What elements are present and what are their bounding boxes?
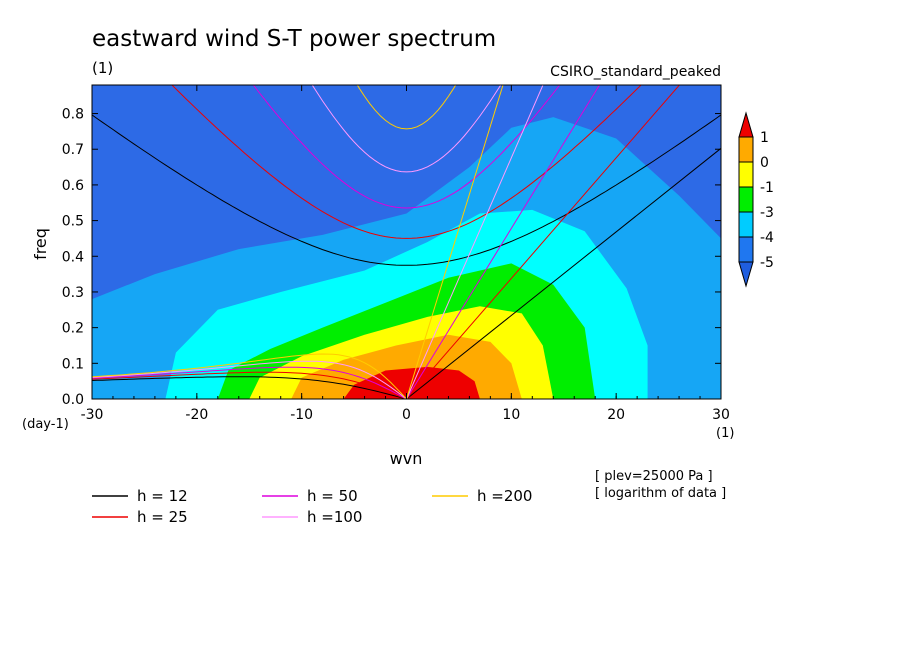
kelvin-curve xyxy=(406,147,721,399)
kelvin-curve xyxy=(406,85,601,399)
source-label: CSIRO_standard_peaked xyxy=(550,64,721,80)
colorbar-label: -4 xyxy=(760,230,774,246)
legend-label: h =200 xyxy=(477,487,532,505)
units-label: (1) xyxy=(92,59,113,77)
x-tick-label: -20 xyxy=(185,407,208,423)
y-tick-label: 0.0 xyxy=(62,392,84,408)
colorbar-segment xyxy=(738,136,754,163)
x-tick-label: -10 xyxy=(290,407,313,423)
dispersion-curves xyxy=(92,85,721,399)
legend: h = 12 h = 25 h = 50 h =100 h =200 xyxy=(92,487,532,526)
plot-area xyxy=(92,85,721,399)
colorbar-label: -1 xyxy=(760,180,774,196)
colorbar-extend-bottom xyxy=(738,261,754,288)
x-axis: -30 -20 -10 0 10 20 30 xyxy=(81,85,730,423)
inertia-gravity-curve xyxy=(311,85,502,173)
colorbar-label: 0 xyxy=(760,155,769,171)
colorbar-label: 1 xyxy=(760,130,769,146)
y-tick-label: 0.2 xyxy=(62,321,84,337)
y-units-label: (day-1) xyxy=(22,417,69,432)
y-tick-label: 0.4 xyxy=(62,249,84,265)
colorbar-extend-top xyxy=(738,111,754,138)
inertia-gravity-curve xyxy=(92,114,721,266)
legend-label: h = 25 xyxy=(137,508,188,526)
kelvin-curve xyxy=(406,85,544,399)
y-axis-label: freq xyxy=(31,228,50,260)
note-plev: [ plev=25000 Pa ] xyxy=(595,469,713,484)
y-axis: 0.0 0.1 0.2 0.3 0.4 0.5 0.6 0.7 0.8 xyxy=(62,107,721,408)
rossby-curve xyxy=(92,360,407,399)
rossby-curve xyxy=(92,376,407,399)
kelvin-curve xyxy=(406,85,504,399)
rossby-curve xyxy=(92,353,407,399)
x-tick-label: 0 xyxy=(402,407,411,423)
chart-title: eastward wind S-T power spectrum xyxy=(92,26,496,52)
y-tick-label: 0.7 xyxy=(62,142,84,158)
kelvin-curve xyxy=(406,85,681,399)
colorbar-segment xyxy=(738,186,754,213)
colorbar-segment xyxy=(738,211,754,238)
y-tick-label: 0.3 xyxy=(62,285,84,301)
colorbar-segment xyxy=(738,236,754,263)
colorbar: 1 0 -1 -3 -4 -5 xyxy=(738,111,774,288)
legend-label: h = 50 xyxy=(307,487,358,505)
y-tick-label: 0.8 xyxy=(62,107,84,123)
legend-label: h = 12 xyxy=(137,487,188,505)
colorbar-segment xyxy=(738,161,754,188)
filled-contours xyxy=(92,117,721,399)
x-units-label: (1) xyxy=(716,426,734,441)
y-tick-label: 0.5 xyxy=(62,214,84,230)
inertia-gravity-curve xyxy=(356,85,457,130)
note-log: [ logarithm of data ] xyxy=(595,486,726,501)
y-tick-label: 0.1 xyxy=(62,356,84,372)
colorbar-label: -5 xyxy=(760,255,774,271)
inertia-gravity-curve xyxy=(171,85,642,239)
x-tick-label: -30 xyxy=(81,407,104,423)
rossby-curve xyxy=(92,366,407,399)
x-tick-label: 10 xyxy=(502,407,520,423)
colorbar-label: -3 xyxy=(760,205,774,221)
y-tick-label: 0.6 xyxy=(62,178,84,194)
legend-label: h =100 xyxy=(307,508,362,526)
rossby-curve xyxy=(92,371,407,399)
x-tick-label: 30 xyxy=(712,407,730,423)
x-axis-label: wvn xyxy=(390,449,423,468)
x-tick-label: 20 xyxy=(607,407,625,423)
inertia-gravity-curve xyxy=(252,85,561,209)
